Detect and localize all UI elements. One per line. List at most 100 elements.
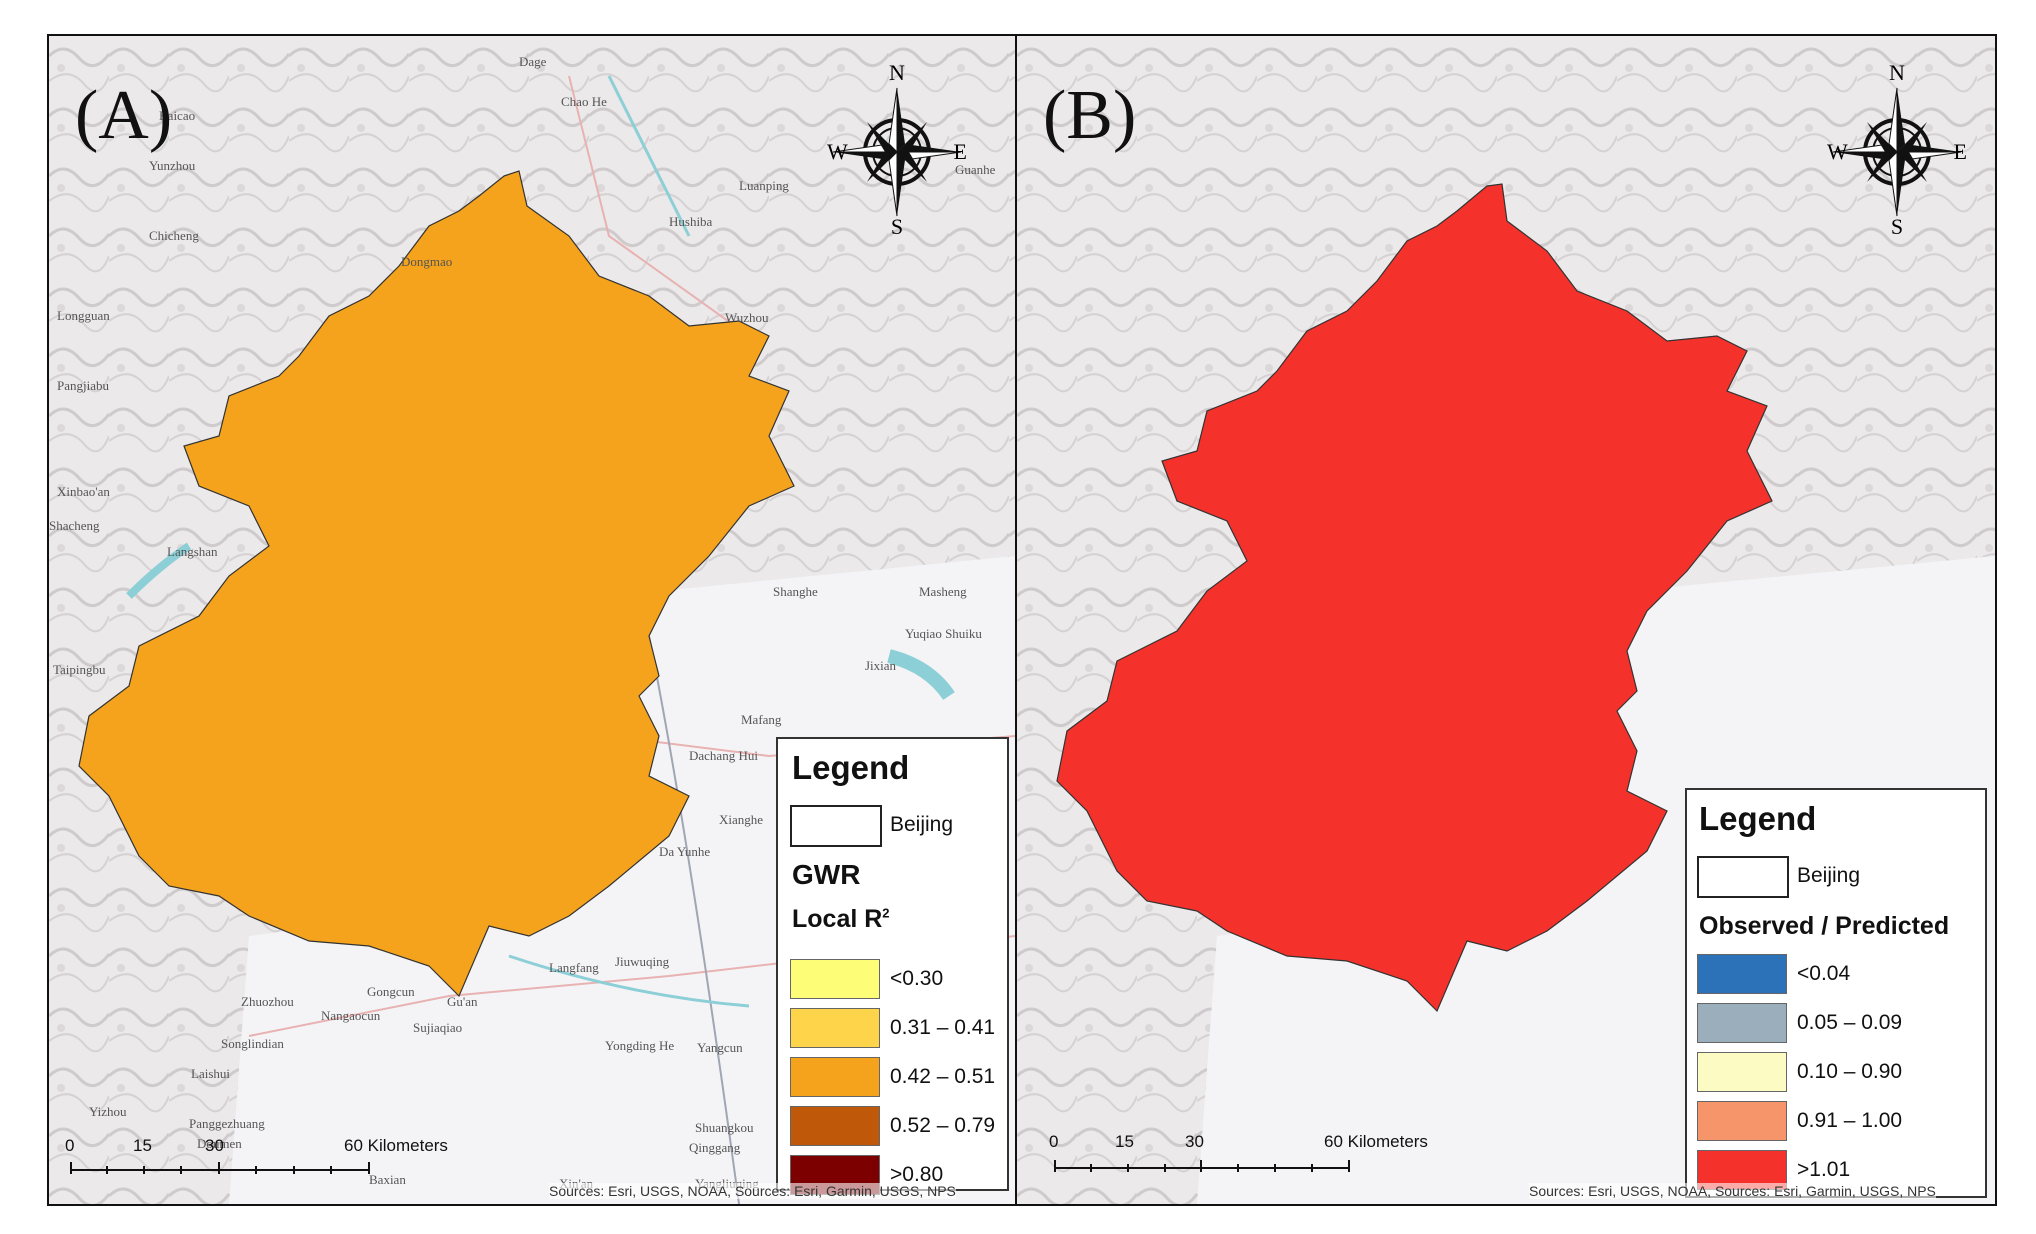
compass-n: N: [1889, 64, 1905, 85]
place-label: Hushiba: [669, 214, 713, 229]
place-label: Sujiaqiao: [413, 1020, 463, 1035]
place-label: Taipingbu: [53, 662, 106, 677]
compass-rose-icon: N S W E: [827, 60, 967, 239]
place-label: Gu'an: [447, 994, 478, 1009]
place-label: Baxian: [369, 1172, 406, 1187]
scale-tick: 0: [65, 1136, 75, 1155]
place-label: Yizhou: [89, 1104, 127, 1119]
map-panel-b: (B) N S W E Legend Beijing Observed / Pr: [1015, 34, 1997, 1206]
place-label: Qinggang: [689, 1140, 741, 1155]
scale-tick: 15: [1115, 1132, 1134, 1151]
legend-title: Legend: [1699, 800, 1817, 837]
boundary-label: Beijing: [890, 813, 954, 836]
field-name: Local R2: [792, 905, 890, 933]
legend-class-label: >1.01: [1797, 1158, 1851, 1181]
place-label: Chicheng: [149, 228, 199, 243]
scale-bar-a: 0 15 30 60 Kilometers: [59, 1136, 448, 1196]
sources-credit: Sources: Esri, USGS, NOAA, Sources: Esri…: [549, 1183, 956, 1199]
compass-n: N: [889, 64, 905, 85]
place-label: Yuqiao Shuiku: [905, 626, 982, 641]
place-label: Luanping: [739, 178, 789, 193]
compass-w: W: [1827, 139, 1848, 164]
place-label: Yangcun: [697, 1040, 743, 1055]
place-label: Xinbao'an: [57, 484, 110, 499]
legend-class-label: 0.10 – 0.90: [1797, 1060, 1903, 1083]
legend-class-label: 0.42 – 0.51: [890, 1065, 996, 1088]
layer-name: GWR: [792, 859, 861, 890]
place-label: Zhuozhou: [241, 994, 294, 1009]
basemap-terrain: [49, 36, 1015, 1204]
place-label: Gongcun: [367, 984, 415, 999]
place-label: Dachang Hui: [689, 748, 758, 763]
scale-tick: 0: [1049, 1132, 1059, 1151]
place-label: Nangaocun: [321, 1008, 381, 1023]
scale-tick: 30: [1185, 1132, 1204, 1151]
place-label: Pangjiabu: [57, 378, 109, 393]
place-label: Songlindian: [221, 1036, 284, 1051]
scale-tick: 60 Kilometers: [344, 1136, 448, 1155]
place-label: Shuangkou: [695, 1120, 754, 1135]
place-label: Da Yunhe: [659, 844, 711, 859]
place-label: Langshan: [167, 544, 218, 559]
legend-class-label: 0.91 – 1.00: [1797, 1109, 1903, 1132]
legend-class-label: 0.52 – 0.79: [890, 1114, 996, 1137]
legend-class-swatch: [790, 1057, 880, 1097]
river-line: [607, 75, 691, 237]
place-label: Baicao: [159, 108, 196, 123]
place-label: Jiuwuqing: [615, 954, 670, 969]
place-label: Chao He: [561, 94, 607, 109]
place-label: Longguan: [57, 308, 110, 323]
legend-a: Legend Beijing GWR Local R2 <0.30 0.31 – …: [776, 737, 1009, 1195]
road-line: [568, 75, 750, 337]
place-label: Langfang: [549, 960, 599, 975]
compass-s: S: [891, 214, 903, 234]
compass-rose-icon: N S W E: [1827, 60, 1967, 239]
field-name: Observed / Predicted: [1699, 912, 1950, 940]
road-line: [648, 635, 740, 1204]
sources-credit: Sources: Esri, USGS, NOAA, Sources: Esri…: [1529, 1183, 1936, 1199]
place-label: Panggezhuang: [189, 1116, 265, 1131]
legend-class-swatch: [1697, 1052, 1787, 1092]
legend-class-label: 0.31 – 0.41: [890, 1016, 996, 1039]
place-label: Wuzhou: [725, 310, 769, 325]
place-label: Guanhe: [955, 162, 996, 177]
reservoir: [126, 542, 192, 599]
compass-w: W: [827, 139, 848, 164]
place-label: Dongmao: [401, 254, 453, 269]
panel-label-a: (A): [75, 77, 173, 154]
place-label: Doumen: [197, 1136, 242, 1151]
legend-b: Legend Beijing Observed / Predicted <0.0…: [1685, 788, 1987, 1198]
scale-tick: 60 Kilometers: [1324, 1132, 1428, 1151]
place-label: Xianghe: [719, 812, 764, 827]
place-label: Masheng: [919, 584, 967, 599]
legend-class-swatch: [1697, 1101, 1787, 1141]
scale-bar-b: 0 15 30 60 Kilometers: [1045, 1132, 1465, 1192]
legend-class-swatch: [790, 1008, 880, 1048]
compass-e: E: [954, 139, 967, 164]
legend-class-label: 0.05 – 0.09: [1797, 1011, 1903, 1034]
boundary-label: Beijing: [1797, 864, 1861, 887]
reservoir: [887, 649, 955, 701]
place-label: Yongding He: [605, 1038, 675, 1053]
legend-class-label: <0.30: [890, 967, 944, 990]
legend-class-swatch: [790, 1106, 880, 1146]
legend-class-swatch: [1697, 1003, 1787, 1043]
legend-class-swatch: [790, 959, 880, 999]
panel-label-b: (B): [1043, 77, 1137, 154]
place-label: Yunzhou: [149, 158, 196, 173]
scale-tick: 30: [205, 1136, 224, 1155]
scale-tick: 15: [133, 1136, 152, 1155]
place-label: Jixian: [865, 658, 897, 673]
river-line: [508, 954, 750, 1008]
place-label: Shacheng: [49, 518, 100, 533]
boundary-swatch: [1697, 856, 1789, 898]
place-label: Mafang: [741, 712, 782, 727]
place-label: Shanghe: [773, 584, 818, 599]
legend-class-swatch: [1697, 954, 1787, 994]
legend-class-label: <0.04: [1797, 962, 1851, 985]
compass-s: S: [1891, 214, 1903, 234]
place-label: Dage: [519, 54, 547, 69]
compass-e: E: [1954, 139, 1967, 164]
map-panel-a: Dage Baicao Yunzhou Chicheng Longguan Pa…: [47, 34, 1017, 1206]
legend-title: Legend: [792, 749, 910, 786]
